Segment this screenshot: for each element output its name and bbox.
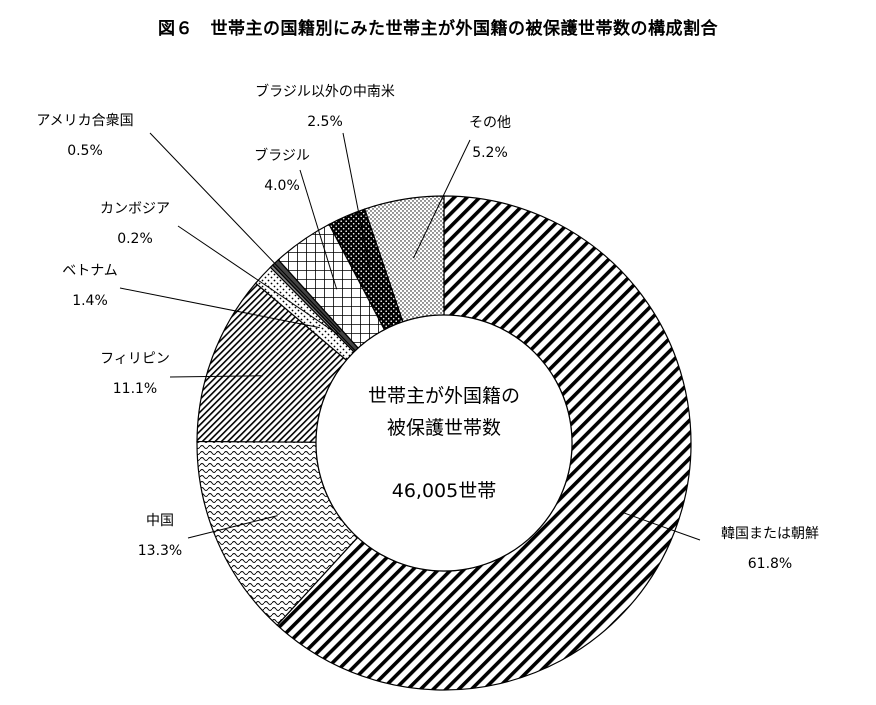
slice-label-name: ブラジル以外の中南米 xyxy=(255,83,395,100)
leader-line xyxy=(413,139,471,259)
leader-line xyxy=(624,512,701,541)
leader-line xyxy=(299,169,338,290)
slice-label-name: アメリカ合衆国 xyxy=(36,113,133,129)
slice-label-value: 11.1% xyxy=(113,381,157,397)
slice-label-name: 中国 xyxy=(146,513,174,529)
donut-hole xyxy=(315,314,573,572)
chart-title: 図６ 世帯主の国籍別にみた世帯主が外国籍の被保護世帯数の構成割合 xyxy=(158,19,718,39)
slice-label-name: フィリピン xyxy=(100,351,170,367)
slice-label-name: 韓国または朝鮮 xyxy=(721,526,819,542)
leader-line xyxy=(342,132,371,271)
leader-line xyxy=(119,287,320,329)
slice-label-value: 0.5% xyxy=(67,143,103,159)
slice-label-name: ブラジル xyxy=(254,147,310,164)
leader-line xyxy=(169,375,263,378)
slice-label-value: 13.3% xyxy=(138,543,182,559)
center-total: 46,005世帯 xyxy=(392,480,496,502)
leader-line xyxy=(177,225,339,335)
slice-label-name: その他 xyxy=(469,115,511,131)
slice-label-value: 5.2% xyxy=(472,145,508,161)
slice-label-name: カンボジア xyxy=(100,201,170,217)
slice-label-value: 61.8% xyxy=(748,556,792,572)
slice-label-value: 1.4% xyxy=(72,293,108,309)
center-label-line1: 世帯主が外国籍の xyxy=(368,385,520,407)
slice-label-value: 4.0% xyxy=(264,178,300,194)
slice-label-value: 2.5% xyxy=(307,114,343,130)
leader-line xyxy=(149,132,341,333)
slice-label-name: ベトナム xyxy=(62,263,118,279)
slice-label-value: 0.2% xyxy=(117,231,153,247)
leader-line xyxy=(187,515,278,539)
center-label-line2: 被保護世帯数 xyxy=(387,417,501,439)
